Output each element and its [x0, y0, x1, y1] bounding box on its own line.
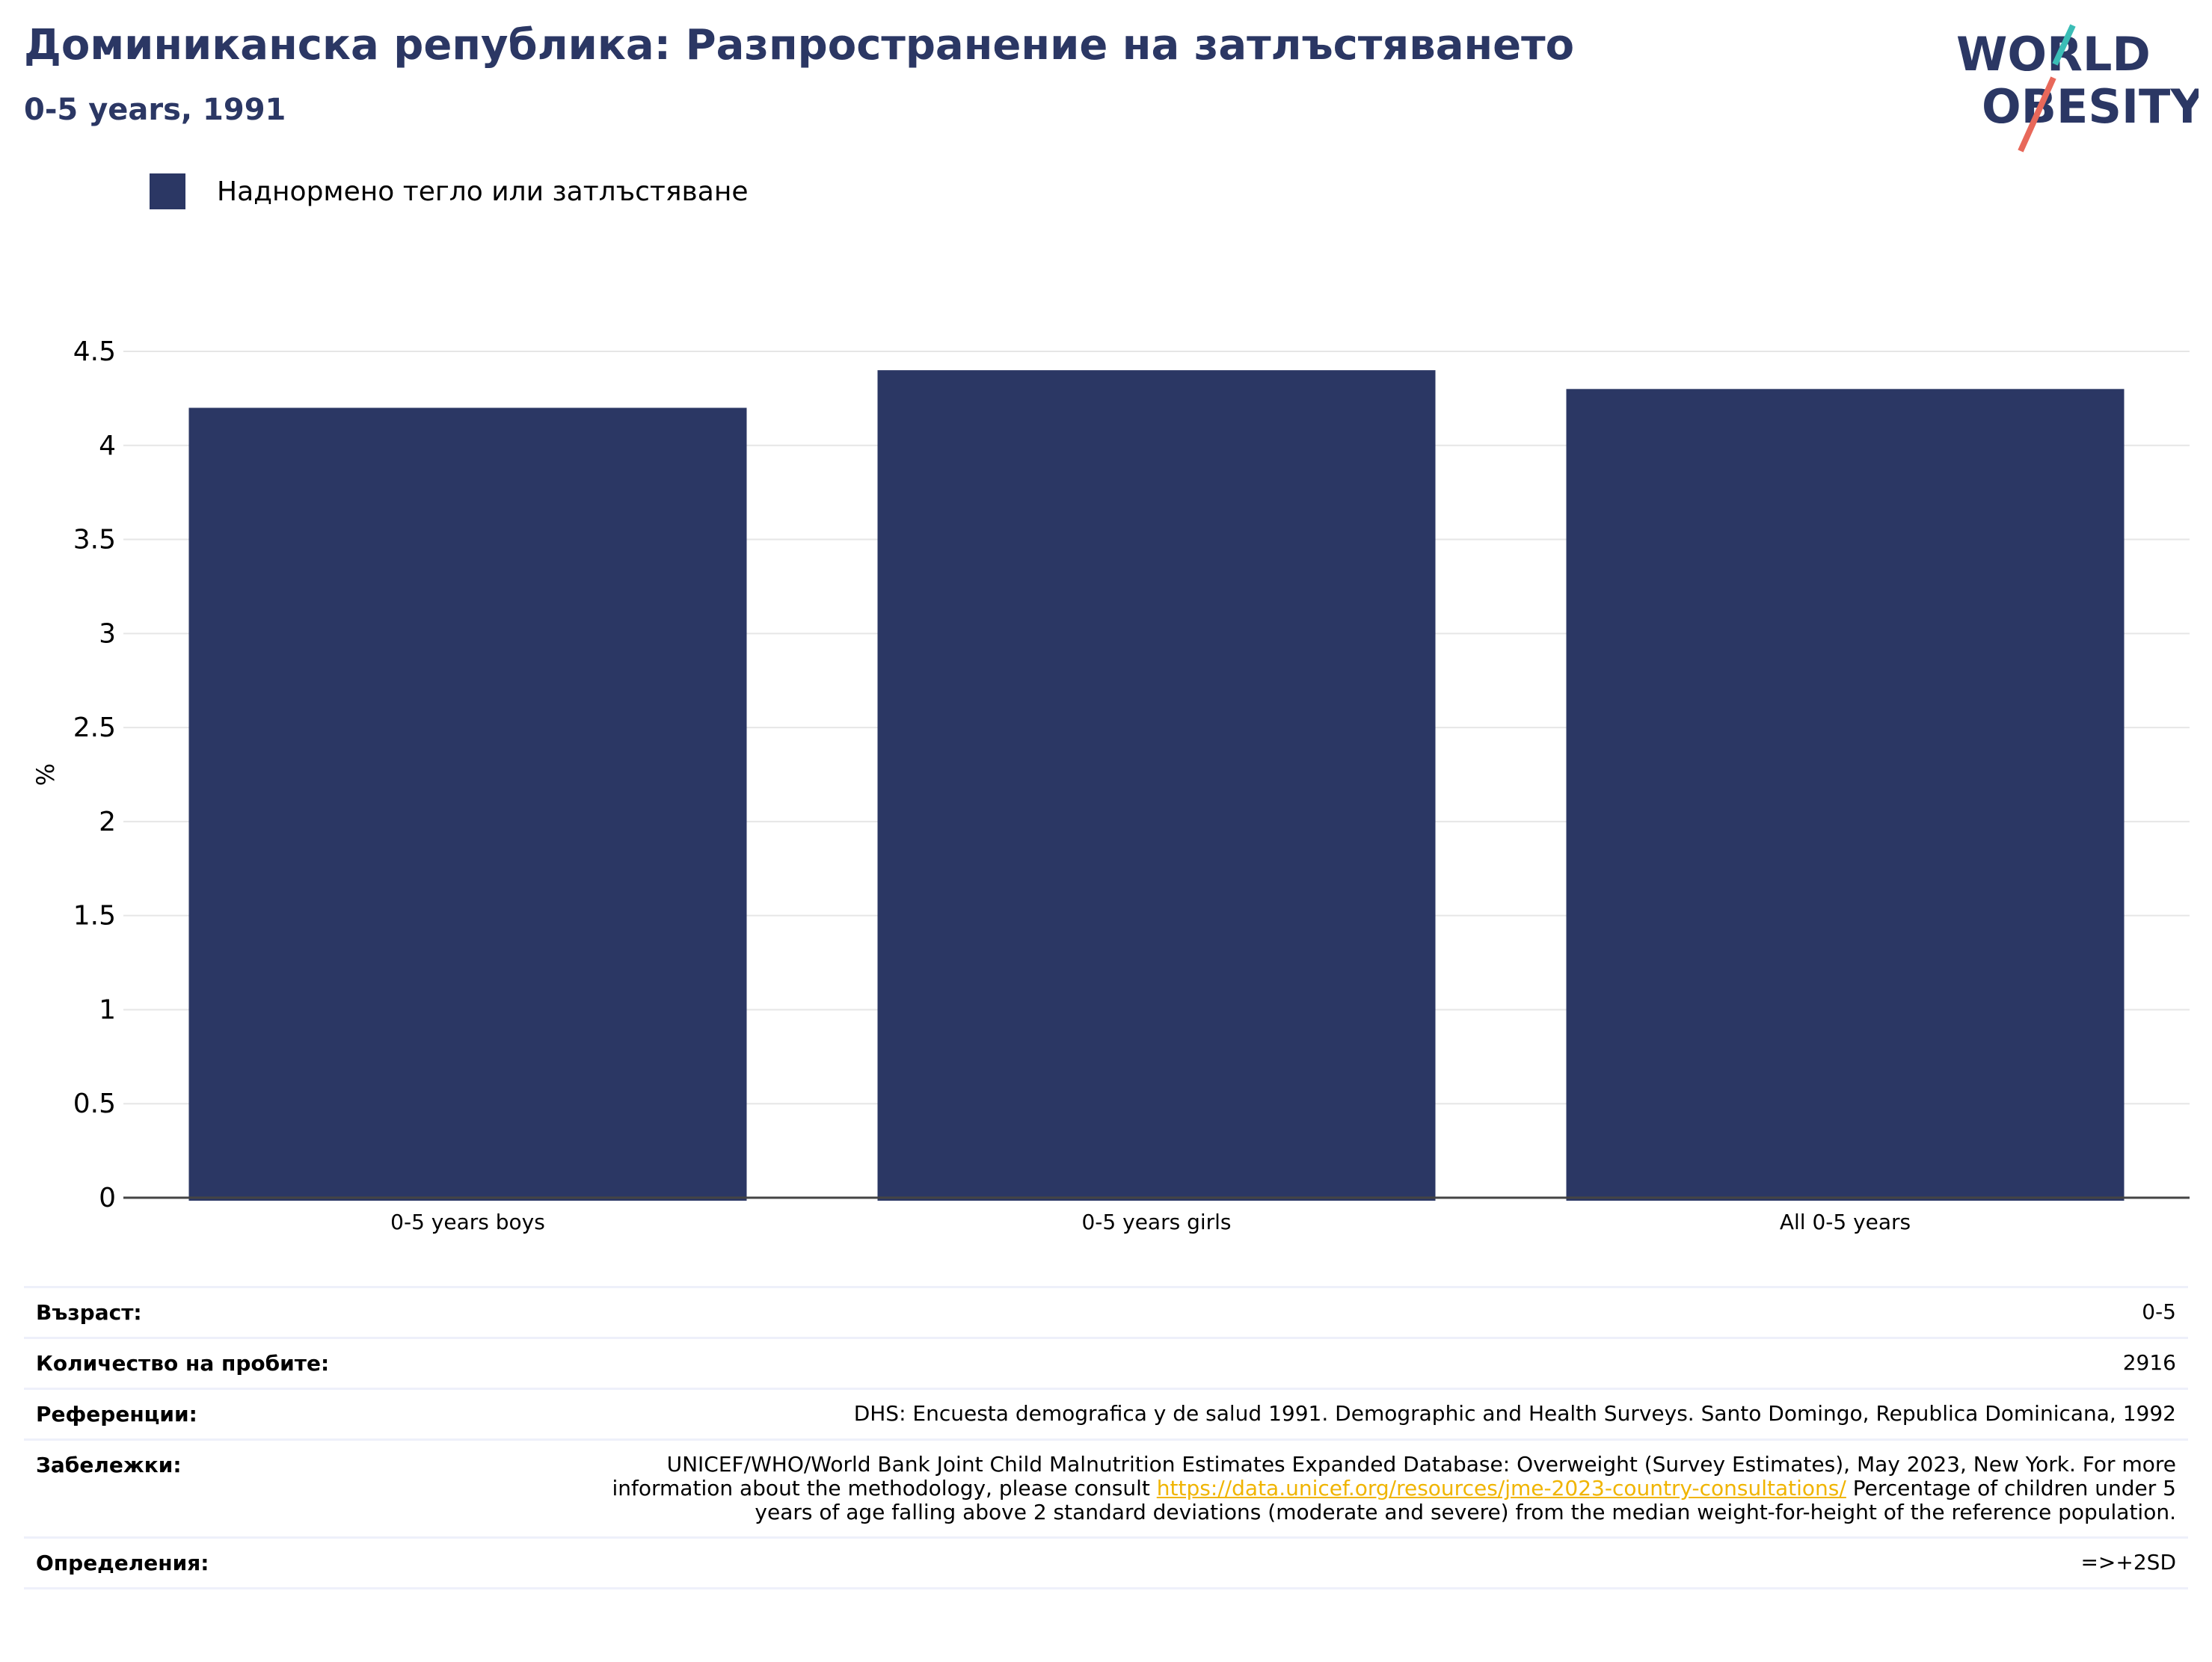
y-tick-label: 1: [99, 994, 116, 1025]
sample-label: Количество на пробите:: [36, 1351, 330, 1376]
notes-label: Забележки:: [36, 1453, 182, 1477]
meta-row-notes: Забележки: UNICEF/WHO/World Bank Joint C…: [24, 1438, 2188, 1536]
legend-swatch: [150, 173, 185, 209]
world-obesity-logo: WORLD OBESITY: [1956, 24, 2199, 153]
y-tick-label: 3: [99, 618, 116, 649]
y-tick-label: 1.5: [73, 901, 116, 932]
chart-title: Доминиканска република: Разпространение …: [24, 21, 1575, 70]
notes-value: UNICEF/WHO/World Bank Joint Child Malnut…: [606, 1452, 2177, 1524]
logo-line1: WORLD: [1956, 27, 2151, 81]
y-tick-label: 2.5: [73, 712, 116, 743]
notes-text-before: UNICEF/WHO/World Bank Joint Child Malnut…: [612, 1452, 2177, 1501]
meta-row-age: Възраст: 0-5: [24, 1286, 2188, 1337]
notes-text-after: Percentage of children under 5 years of …: [755, 1476, 2176, 1524]
legend-label: Наднормено тегло или затлъстяване: [217, 176, 749, 207]
y-axis-label: %: [31, 763, 60, 786]
meta-row-references: Референции: DHS: Encuesta demografica y …: [24, 1388, 2188, 1438]
methodology-link[interactable]: https://data.unicef.org/resources/jme-20…: [1156, 1476, 1846, 1501]
y-tick-label: 4.5: [73, 336, 116, 367]
x-tick-label: All 0-5 years: [1780, 1210, 1911, 1234]
y-tick-label: 2: [99, 807, 116, 837]
age-label: Възраст:: [36, 1300, 142, 1325]
chart-subtitle: 0-5 years, 1991: [24, 93, 286, 127]
meta-row-definitions: Определения: =>+2SD: [24, 1536, 2188, 1589]
bar-chart: 0 0.5 1 1.5 2 2.5 3 3.5 4 4.5% 0-5 years boys 0-5 y…: [31, 336, 2190, 1234]
bar: [877, 370, 1436, 1201]
bar: [188, 407, 747, 1201]
bar: [1566, 389, 2125, 1201]
x-tick-label: 0-5 years girls: [1081, 1210, 1231, 1234]
y-tick-label: 4: [99, 431, 116, 461]
metadata-table: Възраст: 0-5 Количество на пробите: 2916…: [24, 1286, 2188, 1589]
x-tick-label: 0-5 years boys: [390, 1210, 545, 1234]
sample-value: 2916: [2122, 1350, 2176, 1375]
meta-row-sample: Количество на пробите: 2916: [24, 1337, 2188, 1388]
definitions-value: =>+2SD: [2080, 1550, 2176, 1575]
references-value: DHS: Encuesta demografica y de salud 199…: [853, 1401, 2176, 1426]
legend: Наднормено тегло или затлъстяване: [150, 173, 749, 209]
y-tick-label: 3.5: [73, 525, 116, 555]
age-value: 0-5: [2142, 1299, 2176, 1324]
logo-line2: OBESITY: [1982, 79, 2199, 134]
references-label: Референции:: [36, 1402, 197, 1426]
y-tick-label: 0.5: [73, 1089, 116, 1119]
definitions-label: Определения:: [36, 1551, 209, 1575]
y-tick-label: 0: [99, 1183, 116, 1213]
